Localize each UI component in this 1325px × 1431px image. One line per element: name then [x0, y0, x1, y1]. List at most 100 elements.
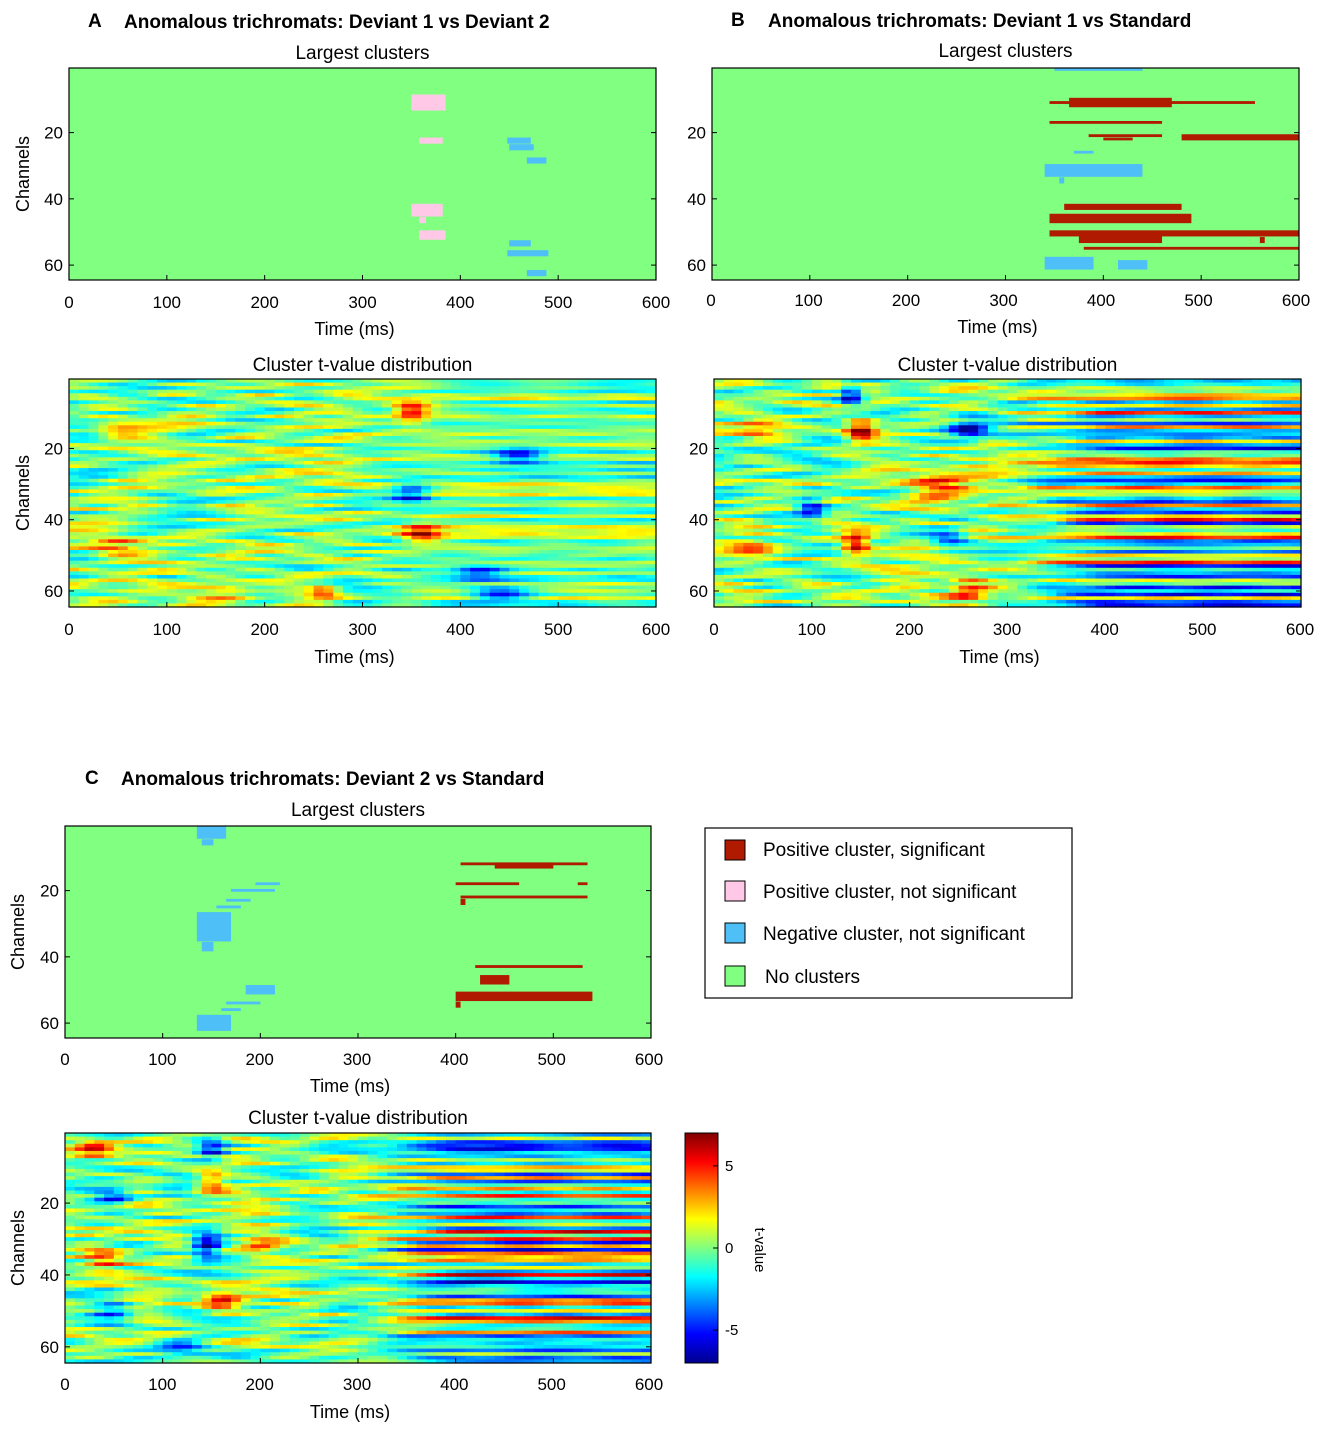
heatmap-cell	[616, 460, 628, 466]
heatmap-cell	[753, 414, 764, 419]
heatmap-cell	[342, 521, 354, 526]
heatmap-cell	[98, 450, 109, 455]
heatmap-cell	[1281, 393, 1292, 398]
heatmap-cell	[646, 432, 657, 437]
heatmap-cell	[850, 439, 862, 444]
heatmap-cell	[762, 414, 774, 419]
heatmap-cell	[69, 421, 80, 426]
heatmap-cell	[215, 411, 227, 416]
x-tick-label: 600	[642, 293, 670, 312]
heatmap-cell	[802, 439, 813, 444]
heatmap-cell	[909, 400, 921, 405]
heatmap-cell	[626, 418, 638, 423]
heatmap-cell	[1144, 425, 1155, 430]
heatmap-cell	[264, 485, 276, 491]
heatmap-cell	[333, 542, 344, 548]
heatmap-cell	[567, 432, 579, 437]
heatmap-cell	[225, 393, 236, 398]
heatmap-cell	[470, 564, 481, 569]
heatmap-cell	[264, 403, 276, 409]
heatmap-cell	[616, 446, 628, 451]
heatmap-cell	[205, 446, 217, 451]
heatmap-cell	[489, 446, 501, 451]
heatmap-cell	[98, 468, 109, 473]
heatmap-cell	[98, 553, 109, 558]
heatmap-cell	[421, 475, 432, 480]
heatmap-cell	[382, 517, 393, 523]
heatmap-cell	[841, 418, 852, 423]
heatmap-cell	[196, 567, 207, 572]
heatmap-cell	[352, 411, 364, 416]
heatmap-cell	[313, 557, 324, 562]
heatmap-cell	[509, 535, 520, 540]
cluster-negative-not-significant	[1044, 164, 1143, 177]
heatmap-cell	[440, 393, 452, 398]
heatmap-cell	[1085, 411, 1097, 416]
heatmap-cell	[176, 439, 187, 444]
heatmap-cell	[587, 599, 598, 605]
heatmap-cell	[235, 425, 246, 430]
heatmap-cell	[69, 532, 80, 537]
heatmap-cell	[538, 592, 549, 597]
heatmap-cell	[284, 571, 295, 576]
heatmap-cell	[968, 400, 979, 405]
heatmap-cell	[362, 514, 373, 519]
heatmap-cell	[294, 546, 305, 551]
heatmap-cell	[899, 436, 911, 441]
heatmap-cell	[567, 510, 579, 515]
heatmap-cell	[323, 489, 334, 494]
heatmap-cell	[460, 574, 471, 580]
heatmap-cell	[1066, 403, 1077, 409]
heatmap-cell	[626, 582, 638, 587]
heatmap-cell	[313, 386, 324, 391]
heatmap-cell	[225, 596, 236, 601]
heatmap-cell	[509, 500, 520, 505]
heatmap-cell	[626, 517, 638, 523]
heatmap-cell	[284, 535, 295, 540]
heatmap-cell	[235, 603, 246, 608]
heatmap-cell	[636, 567, 647, 572]
heatmap-cell	[567, 389, 579, 394]
heatmap-cell	[108, 532, 119, 537]
heatmap-cell	[499, 546, 510, 551]
heatmap-cell	[626, 528, 638, 533]
heatmap-cell	[567, 553, 579, 558]
heatmap-cell	[802, 418, 813, 423]
heatmap-cell	[313, 582, 324, 587]
heatmap-cell	[450, 560, 461, 565]
heatmap-cell	[196, 436, 207, 441]
heatmap-cell	[587, 585, 598, 590]
heatmap-cell	[294, 460, 305, 466]
heatmap-cell	[421, 396, 432, 401]
heatmap-cell	[1066, 425, 1077, 430]
heatmap-cell	[909, 407, 921, 412]
heatmap-cell	[548, 553, 559, 558]
heatmap-cell	[186, 517, 197, 523]
heatmap-cell	[587, 382, 598, 387]
heatmap-cell	[548, 546, 559, 551]
heatmap-cell	[626, 567, 638, 572]
heatmap-cell	[421, 453, 432, 458]
heatmap-cell	[245, 436, 256, 441]
heatmap-cell	[479, 393, 491, 398]
heatmap-cell	[460, 500, 471, 505]
heatmap-cell	[274, 464, 285, 469]
heatmap-cell	[1271, 421, 1283, 426]
heatmap-cell	[538, 421, 549, 426]
heatmap-cell	[284, 418, 295, 423]
panel-c-letter: C	[85, 768, 99, 789]
heatmap-cell	[636, 560, 647, 565]
heatmap-cell	[528, 574, 540, 580]
heatmap-cell	[450, 514, 461, 519]
heatmap-cell	[166, 460, 178, 466]
heatmap-cell	[294, 578, 305, 583]
heatmap-cell	[264, 517, 276, 523]
heatmap-cell	[176, 507, 187, 512]
heatmap-cell	[69, 567, 80, 572]
heatmap-cell	[88, 589, 99, 594]
heatmap-cell	[636, 407, 647, 412]
heatmap-cell	[205, 396, 217, 401]
heatmap-cell	[430, 557, 442, 562]
heatmap-cell	[274, 542, 285, 548]
heatmap-cell	[147, 418, 158, 423]
